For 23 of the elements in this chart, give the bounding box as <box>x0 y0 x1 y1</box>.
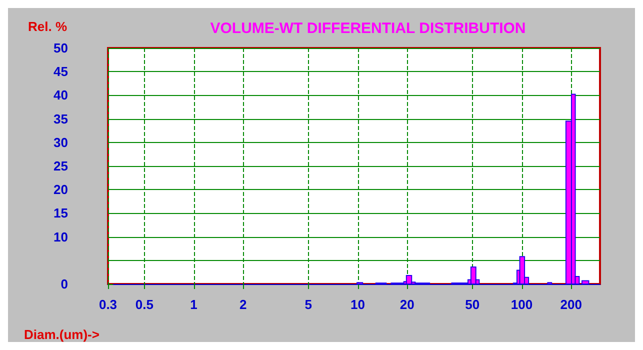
y-tick-label: 50 <box>54 40 68 56</box>
y-tick-label: 0 <box>60 276 68 292</box>
y-tick-label: 25 <box>54 158 68 174</box>
y-tick-label: 45 <box>54 64 68 80</box>
y-tick-label: 10 <box>54 229 68 244</box>
x-tick-label: 5 <box>304 297 312 312</box>
y-tick-label: 35 <box>54 111 68 126</box>
y-tick-label: 40 <box>54 88 68 103</box>
x-tick-label: 200 <box>560 297 582 312</box>
x-axis-title: Diam.(um)-> <box>24 327 100 342</box>
x-tick-label: 20 <box>400 297 414 312</box>
y-axis-title: Rel. % <box>28 19 68 34</box>
x-tick-label: 1 <box>190 297 198 312</box>
x-tick-label: 100 <box>510 297 533 312</box>
x-tick-label: 50 <box>465 297 480 312</box>
chart-title: VOLUME-WT DIFFERENTIAL DISTRIBUTION <box>210 20 526 37</box>
x-tick-label: 2 <box>240 297 247 312</box>
x-tick-label: 0.3 <box>98 297 118 312</box>
x-tick-label: 0.5 <box>135 297 154 312</box>
y-tick-label: 20 <box>54 182 68 198</box>
y-tick-label: 15 <box>54 206 68 221</box>
y-tick-label: 30 <box>54 134 68 150</box>
x-tick-label: 10 <box>350 297 365 312</box>
